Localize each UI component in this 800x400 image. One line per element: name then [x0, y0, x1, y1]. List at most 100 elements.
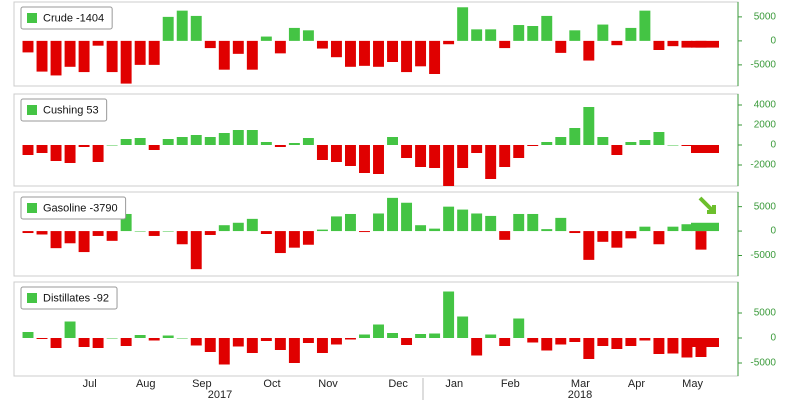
legend-box: [20, 6, 113, 30]
bar: [36, 40, 48, 72]
bar: [204, 137, 216, 145]
bar: [92, 231, 104, 236]
bar: [246, 218, 258, 232]
legend-box: [20, 98, 108, 122]
bar: [274, 145, 286, 147]
bar: [330, 338, 342, 345]
bar: [92, 338, 104, 348]
bar: [387, 197, 398, 232]
bar: [443, 206, 455, 232]
bar: [22, 231, 34, 234]
y-tick-label: 5000: [754, 12, 777, 23]
bar: [429, 40, 441, 74]
bar: [78, 145, 90, 147]
x-tick-label: Oct: [263, 378, 280, 390]
bar: [162, 139, 174, 145]
bar: [541, 15, 553, 41]
bar: [134, 138, 146, 145]
bar: [569, 338, 581, 342]
bar: [50, 145, 62, 161]
bar: [64, 40, 76, 67]
bar: [22, 145, 34, 155]
bar: [359, 334, 370, 338]
bar: [274, 231, 286, 254]
bar: [50, 40, 62, 76]
bar: [555, 137, 567, 145]
legend-swatch: [27, 105, 37, 115]
bar: [78, 40, 90, 73]
y-tick-label: -5000: [750, 60, 776, 71]
bar: [288, 338, 300, 363]
bar: [204, 40, 216, 49]
legend-box: [20, 286, 118, 310]
bar: [653, 132, 665, 145]
bar: [597, 338, 609, 346]
bar: [471, 145, 483, 153]
y-tick-label: -5000: [750, 358, 776, 369]
bar: [653, 338, 665, 354]
legend-text: Gasoline -3790: [43, 202, 118, 214]
y-tick-label: -2000: [750, 160, 776, 171]
x-group-label: 2017: [208, 389, 232, 400]
y-tick-label: 5000: [754, 201, 777, 212]
bar: [611, 40, 623, 46]
bar: [134, 231, 146, 232]
bar: [457, 316, 469, 338]
legend-text: Distillates -92: [43, 292, 109, 304]
bar: [134, 335, 146, 338]
bar: [176, 137, 188, 145]
bar: [190, 231, 202, 270]
bar: [429, 228, 441, 232]
bar: [373, 213, 384, 232]
bar: [162, 231, 174, 232]
bar: [401, 202, 413, 232]
bar: [64, 145, 76, 163]
legend-text: Crude -1404: [43, 12, 104, 24]
bar: [681, 338, 693, 358]
bar: [625, 338, 637, 346]
y-tick-label: -5000: [750, 250, 776, 261]
bar: [260, 231, 272, 234]
bar: [541, 338, 553, 351]
y-tick-label: 0: [770, 333, 776, 344]
x-tick-label: Nov: [318, 378, 338, 390]
bar: [415, 225, 427, 232]
x-tick-label: Mar: [571, 378, 590, 390]
legend-swatch: [27, 13, 37, 23]
bar: [302, 30, 314, 41]
bar: [218, 338, 230, 365]
bar: [527, 26, 539, 41]
bar: [457, 145, 469, 168]
bar: [569, 231, 581, 234]
bar: [499, 40, 511, 49]
bar: [485, 334, 497, 338]
bar: [176, 231, 188, 245]
bar: [499, 338, 511, 346]
legend-swatch: [27, 203, 37, 213]
bar: [330, 216, 342, 232]
bar: [695, 338, 707, 357]
bar: [457, 209, 469, 232]
bar: [415, 40, 427, 67]
bar: [691, 145, 719, 153]
bar: [246, 40, 258, 70]
legend-text: Cushing 53: [43, 104, 99, 116]
x-tick-label: Jul: [83, 378, 97, 390]
bar: [78, 338, 90, 347]
bar: [218, 40, 230, 70]
bar: [120, 338, 132, 346]
bar: [597, 24, 609, 41]
bar: [653, 40, 665, 50]
bar: [583, 338, 595, 359]
legend-box: [20, 196, 127, 220]
bar: [190, 338, 202, 346]
bar: [120, 139, 132, 145]
bar: [50, 231, 62, 249]
bar: [443, 40, 455, 45]
bar: [359, 40, 370, 66]
bar: [513, 145, 525, 158]
x-tick-label: Sep: [192, 378, 212, 390]
bar: [541, 142, 553, 145]
bar: [204, 231, 216, 235]
